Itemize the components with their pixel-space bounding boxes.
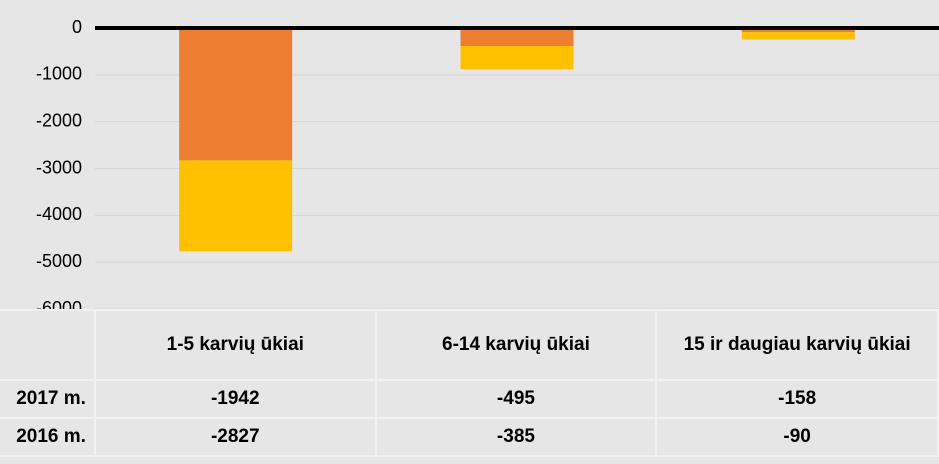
category-label: 6-14 karvių ūkiai: [374, 309, 658, 381]
data-table: 1-5 karvių ūkiai 6-14 karvių ūkiai 15 ir d…: [0, 309, 939, 457]
value-cell: -385: [374, 417, 658, 457]
y-tick-label: -3000: [36, 157, 82, 177]
corner-cell: [0, 309, 96, 381]
value-cell: -158: [655, 379, 939, 419]
bar: [741, 32, 855, 40]
value-cell: -2827: [93, 417, 377, 457]
value-cell: -1942: [93, 379, 377, 419]
y-tick-label: -4000: [36, 204, 82, 224]
series-row: 2017 m. -1942 -495 -158: [0, 379, 939, 419]
value-cell: -90: [655, 417, 939, 457]
y-tick-label: 0: [72, 17, 82, 37]
y-tick-label: -6000: [36, 298, 82, 310]
series-name: 2016 m.: [0, 417, 96, 457]
series-row: 2016 m. -2827 -385 -90: [0, 417, 939, 457]
bar: [460, 28, 574, 47]
series-name: 2017 m.: [0, 379, 96, 419]
bar: [741, 28, 855, 33]
plot: 0 -1000 -2000 -3000 -4000 -5000 -6000: [36, 17, 939, 310]
category-label: 15 ir daugiau karvių ūkiai: [655, 309, 939, 381]
y-tick-label: -1000: [36, 64, 82, 84]
header-row: 1-5 karvių ūkiai 6-14 karvių ūkiai 15 ir d…: [0, 309, 939, 381]
value-cell: -495: [374, 379, 658, 419]
y-tick-label: -5000: [36, 251, 82, 271]
bar: [179, 160, 293, 252]
y-tick-label: -2000: [36, 110, 82, 130]
category-label: 1-5 karvių ūkiai: [93, 309, 377, 381]
bar: [179, 28, 293, 161]
bar: [460, 46, 574, 70]
